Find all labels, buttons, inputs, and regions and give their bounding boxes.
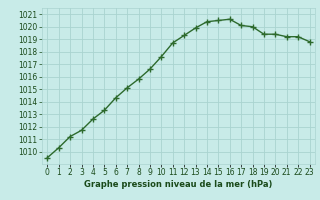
X-axis label: Graphe pression niveau de la mer (hPa): Graphe pression niveau de la mer (hPa)	[84, 180, 273, 189]
